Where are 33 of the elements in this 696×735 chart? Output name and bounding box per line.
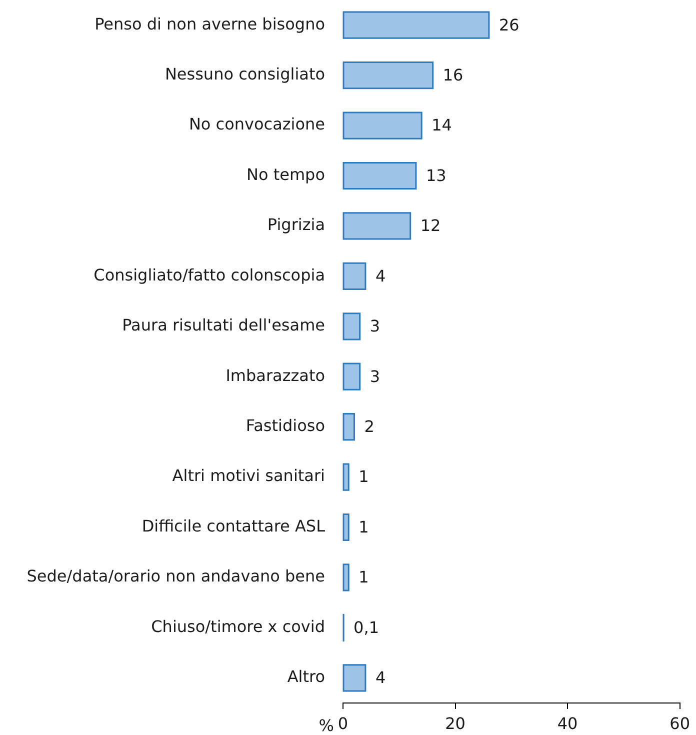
data-label: 1 <box>358 467 369 486</box>
data-label: 2 <box>364 416 374 436</box>
y-tick-label: Altri motivi sanitari <box>172 466 325 486</box>
y-tick-label: Sede/data/orario non andavano bene <box>26 566 325 586</box>
y-tick-label: Chiuso/timore x covid <box>151 616 325 636</box>
y-tick-label: No convocazione <box>188 114 325 134</box>
data-label: 3 <box>370 366 380 386</box>
data-label: 16 <box>442 65 464 84</box>
y-tick-label: Penso di non averne bisogno <box>94 14 325 34</box>
x-tick-label: 60 <box>670 714 690 733</box>
data-label: 3 <box>370 316 380 336</box>
x-tick-label: 20 <box>445 714 466 733</box>
y-tick-label: Paura risultati dell'esame <box>122 316 325 335</box>
y-tick-label: Altro <box>287 667 325 686</box>
y-tick-label: No tempo <box>246 164 325 184</box>
data-label: 12 <box>420 216 441 236</box>
y-tick-label: Imbarazzato <box>226 366 325 385</box>
x-axis-title: % <box>318 716 334 735</box>
data-label: 1 <box>358 517 369 536</box>
y-tick-label: Nessuno consigliato <box>164 64 325 84</box>
y-tick-label: Pigrizia <box>267 215 325 234</box>
y-tick-label: Difficile contattare ASL <box>142 516 326 536</box>
data-label: 14 <box>432 116 452 135</box>
y-tick-label: Consigliato/fatto colonscopia <box>94 265 325 284</box>
x-tick-label: 0 <box>338 714 348 733</box>
data-label: 4 <box>375 668 386 688</box>
data-label: 1 <box>358 568 369 587</box>
data-label: 0,1 <box>354 618 380 637</box>
data-label: 13 <box>426 166 446 185</box>
x-tick-label: 40 <box>557 714 578 733</box>
data-label: 26 <box>498 15 520 34</box>
data-label: 4 <box>375 266 386 286</box>
y-tick-label: Fastidioso <box>246 416 325 435</box>
